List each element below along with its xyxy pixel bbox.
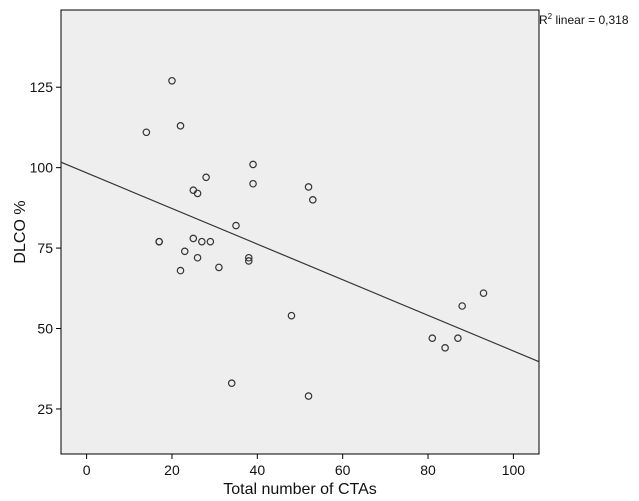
data-point — [304, 392, 313, 400]
data-point — [227, 379, 236, 388]
y-tick-label: 125 — [30, 79, 54, 95]
regression-line — [60, 161, 540, 363]
data-point — [244, 253, 253, 262]
data-points — [142, 76, 488, 400]
data-point — [155, 237, 163, 246]
r-squared-prefix: R — [539, 13, 548, 27]
data-point — [202, 173, 210, 182]
data-point — [458, 302, 466, 310]
x-tick-label: 100 — [502, 462, 526, 478]
x-tick-label: 20 — [164, 462, 180, 478]
y-tick-label: 100 — [30, 160, 54, 176]
y-tick-label: 75 — [37, 240, 53, 256]
data-point — [454, 334, 462, 342]
data-point — [249, 179, 257, 188]
data-point — [176, 122, 185, 130]
x-tick-label: 40 — [250, 462, 266, 478]
x-axis-title: Total number of CTAs — [223, 481, 377, 498]
data-point — [180, 247, 189, 256]
y-axis-ticks: 25 50 75 100 125 — [30, 79, 61, 417]
data-point — [232, 221, 240, 230]
data-point — [206, 237, 215, 246]
data-point — [193, 189, 202, 198]
x-tick-label: 60 — [335, 462, 351, 478]
data-point — [189, 234, 198, 243]
plot-area — [60, 9, 540, 455]
data-point — [287, 311, 296, 320]
data-point — [428, 334, 437, 342]
x-axis-ticks: 0 20 40 60 80 100 — [83, 454, 526, 478]
y-axis-title: DLCO % — [12, 200, 29, 263]
data-point — [198, 237, 206, 246]
data-point — [168, 76, 176, 85]
data-point — [249, 160, 257, 169]
data-point — [142, 128, 151, 137]
r-squared-superscript: 2 — [548, 12, 553, 21]
r-squared-annotation: R2 linear = 0,318 — [539, 12, 629, 27]
data-point — [244, 257, 253, 265]
x-tick-label: 0 — [83, 462, 91, 478]
data-point — [176, 266, 185, 275]
data-point — [309, 196, 317, 204]
y-tick-label: 50 — [37, 321, 53, 337]
r-squared-suffix: linear = 0,318 — [552, 13, 629, 27]
data-point — [479, 289, 488, 297]
data-point — [193, 253, 202, 262]
x-tick-label: 80 — [420, 462, 436, 478]
data-point — [304, 183, 313, 191]
data-point — [441, 344, 449, 352]
data-point — [215, 263, 223, 272]
y-tick-label: 25 — [37, 401, 53, 417]
